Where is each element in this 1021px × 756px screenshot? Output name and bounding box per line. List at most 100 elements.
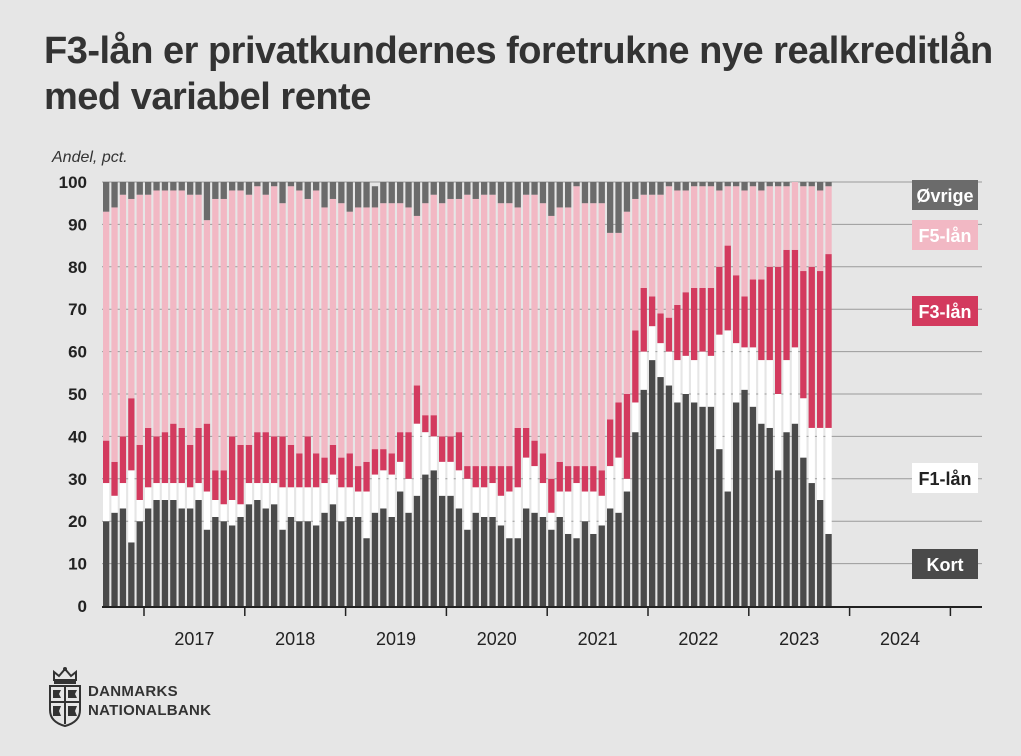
bar-segment-f5: [321, 207, 328, 458]
bar-segment-f1: [489, 483, 496, 517]
bar-segment-f3: [321, 457, 328, 484]
bar-segment-f1: [565, 491, 572, 534]
bar-segment-f3: [783, 249, 790, 361]
bar-segment-f5: [296, 190, 303, 454]
bar-segment-f1: [497, 495, 505, 526]
bar-segment-f5: [825, 186, 832, 255]
bar-segment-f5: [707, 186, 715, 288]
bar-segment-ovrige: [455, 182, 463, 199]
bar-segment-f3: [632, 330, 639, 403]
bar-segment-f5: [590, 203, 597, 467]
bar-segment-f5: [682, 190, 689, 293]
bar-segment-f1: [262, 483, 269, 509]
bar-segment-f3: [161, 432, 169, 484]
bar-segment-kort: [817, 500, 824, 606]
bar-segment-f3: [623, 394, 631, 479]
bar-segment-f3: [758, 279, 765, 361]
bar-segment-f3: [539, 453, 547, 484]
x-tick-label: 2018: [275, 629, 315, 649]
bar-segment-ovrige: [581, 182, 589, 204]
bar-segment-ovrige: [229, 182, 236, 191]
bar-segment-f1: [800, 398, 807, 458]
bar-segment-f3: [615, 402, 622, 458]
bar-segment-f5: [749, 186, 757, 280]
bar-segment-f3: [455, 432, 463, 471]
bar-segment-kort: [296, 521, 303, 606]
bar-segment-f1: [355, 491, 362, 517]
chart-title: F3-lån er privatkundernes foretrukne nye…: [44, 30, 993, 118]
y-tick-label: 0: [78, 597, 87, 616]
bar-segment-ovrige: [245, 182, 253, 195]
bar-segment-f1: [363, 491, 370, 539]
bar-segment-f1: [514, 487, 521, 539]
bar-segment-kort: [439, 495, 446, 606]
bar-segment-kort: [355, 516, 362, 606]
bar-segment-f5: [388, 203, 395, 454]
bar-segment-f5: [766, 186, 773, 267]
bar-segment-f1: [682, 355, 689, 394]
bar-segment-ovrige: [254, 182, 261, 187]
bar-segment-f5: [338, 203, 345, 458]
bar-segment-kort: [153, 500, 160, 606]
bar-segment-f3: [590, 466, 597, 492]
logo-line-1: DANMARKS: [88, 683, 178, 700]
end-label-kort: Kort: [927, 555, 964, 575]
bar-segment-kort: [271, 504, 278, 606]
bar-segment-f1: [758, 360, 765, 424]
x-tick-label: 2017: [174, 629, 214, 649]
bar-segment-f5: [455, 198, 463, 433]
bar-segment-f5: [447, 198, 454, 437]
bar-segment-f3: [716, 266, 723, 335]
bar-segment-kort: [825, 533, 832, 606]
bar-segment-kort: [203, 529, 211, 606]
end-label-box-ovrige: [912, 180, 978, 210]
bar-segment-f3: [422, 415, 429, 433]
bar-segment-f1: [296, 487, 303, 522]
bar-segment-f3: [136, 444, 143, 500]
bar-segment-f1: [749, 347, 757, 407]
end-label-box-f5: [912, 220, 978, 250]
bar-segment-f5: [665, 186, 673, 318]
bar-segment-f3: [371, 449, 379, 475]
bar-segment-f1: [825, 427, 832, 534]
bar-segment-f3: [481, 466, 488, 488]
bar-segment-f3: [111, 461, 118, 496]
bar-segment-kort: [287, 516, 295, 606]
bar-segment-ovrige: [481, 182, 488, 195]
bar-segment-f3: [195, 427, 202, 484]
bar-segment-kort: [464, 529, 471, 606]
bar-segment-f3: [741, 296, 748, 348]
bar-segment-f1: [321, 483, 328, 513]
bar-segment-f1: [455, 470, 463, 509]
bar-segment-f3: [397, 432, 404, 462]
x-tick-label: 2020: [477, 629, 517, 649]
bar-segment-f5: [363, 207, 370, 462]
bar-segment-f1: [338, 487, 345, 522]
bar-segment-f5: [548, 215, 555, 479]
bar-segment-f5: [539, 203, 547, 454]
bar-segment-f3: [808, 266, 815, 428]
bar-segment-ovrige: [640, 182, 647, 195]
bar-segment-ovrige: [497, 182, 505, 204]
bar-segment-f1: [430, 436, 437, 471]
bar-segment-f3: [430, 415, 437, 437]
bar-segment-f5: [405, 207, 412, 433]
bar-segment-f5: [649, 194, 656, 297]
bar-segment-ovrige: [388, 182, 395, 204]
bar-segment-f3: [724, 245, 731, 331]
bar-segment-ovrige: [531, 182, 538, 195]
bar-segment-f5: [271, 186, 278, 437]
bar-segment-f5: [615, 232, 622, 403]
bar-segment-kort: [170, 500, 177, 606]
bar-segment-f5: [800, 186, 807, 272]
bar-segment-f5: [422, 203, 429, 416]
bar-segment-f3: [145, 427, 152, 488]
bar-segment-f1: [464, 478, 471, 530]
bar-segment-f3: [271, 436, 278, 484]
bar-segment-f3: [346, 453, 353, 488]
bar-segment-ovrige: [313, 182, 320, 191]
bar-segment-kort: [707, 406, 715, 606]
bar-segment-ovrige: [279, 182, 286, 204]
bar-segment-kort: [598, 525, 605, 606]
bar-segment-ovrige: [758, 182, 765, 191]
